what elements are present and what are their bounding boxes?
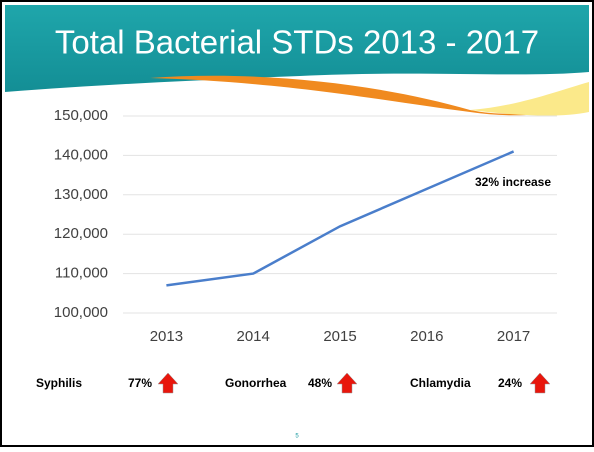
annotation: 32% increase	[475, 175, 551, 189]
y-tick-label: 150,000	[54, 107, 108, 124]
y-tick-label: 140,000	[54, 146, 108, 163]
x-tick-label: 2016	[410, 328, 443, 345]
footnote-name: Gonorrhea	[225, 376, 287, 390]
y-tick-label: 100,000	[54, 304, 108, 321]
footnote-name: Syphilis	[36, 376, 82, 390]
y-tick-label: 110,000	[55, 265, 108, 282]
page: {"chart_data": {"type": "line", "title":…	[0, 0, 594, 447]
x-tick-label: 2013	[150, 328, 183, 345]
footnote-change: 24%	[498, 376, 522, 390]
footnote-change: 48%	[308, 376, 332, 390]
slide: Total Bacterial STDs 2013 - 2017 32% inc…	[0, 0, 594, 447]
x-tick-label: 2014	[237, 328, 270, 345]
x-tick-label: 2017	[497, 328, 530, 345]
chart-title: Total Bacterial STDs 2013 - 2017	[55, 24, 539, 61]
footnote-change: 77%	[128, 376, 152, 390]
x-tick-label: 2015	[323, 328, 356, 345]
y-tick-label: 130,000	[54, 186, 108, 203]
footnote-name: Chlamydia	[410, 376, 471, 390]
y-tick-label: 120,000	[54, 225, 108, 242]
